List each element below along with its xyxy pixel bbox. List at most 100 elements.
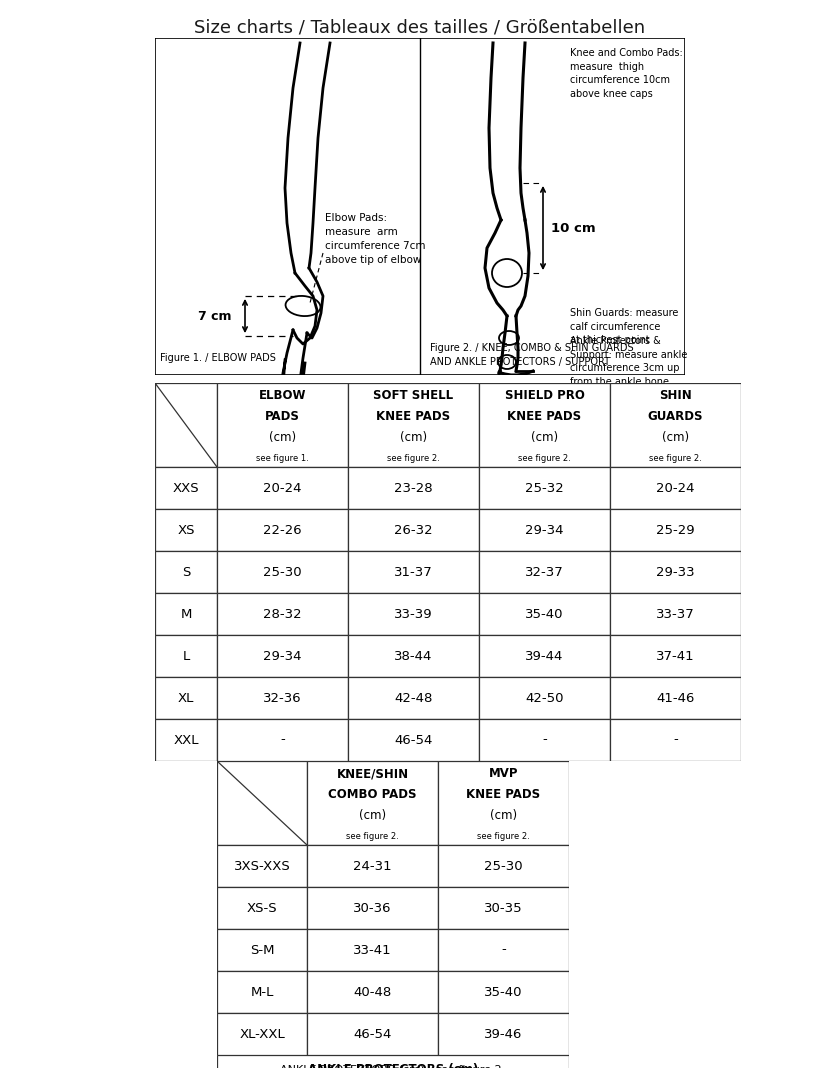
Text: KNEE PADS: KNEE PADS (466, 788, 541, 801)
Text: XL-XXL: XL-XXL (239, 1027, 285, 1040)
Text: Figure 2. / KNEE, COMBO & SHIN GUARDS: Figure 2. / KNEE, COMBO & SHIN GUARDS (430, 343, 633, 354)
Text: GUARDS: GUARDS (648, 410, 703, 423)
Bar (479, 593, 610, 635)
Bar (610, 551, 741, 593)
Text: (cm): (cm) (269, 431, 296, 444)
Text: 42-50: 42-50 (525, 691, 564, 705)
Text: KNEE PADS: KNEE PADS (507, 410, 581, 423)
Text: Size charts / Tableaux des tailles / Größentabellen: Size charts / Tableaux des tailles / Grö… (194, 18, 646, 36)
Bar (438, 929, 569, 971)
Bar (610, 509, 741, 551)
Text: 25-30: 25-30 (263, 565, 302, 579)
Text: L: L (182, 649, 190, 662)
Text: 35-40: 35-40 (484, 986, 522, 999)
Text: 25-30: 25-30 (484, 860, 522, 873)
Text: 3XS-XXS: 3XS-XXS (234, 860, 291, 873)
Text: SHIN: SHIN (659, 389, 692, 402)
Text: SOFT SHELL: SOFT SHELL (374, 389, 454, 402)
Bar (155, 551, 217, 593)
Text: XL: XL (178, 691, 194, 705)
Text: Elbow Pads:
measure  arm
circumference 7cm
above tip of elbow: Elbow Pads: measure arm circumference 7c… (325, 213, 426, 265)
Text: 30-35: 30-35 (484, 901, 522, 914)
Text: 24-31: 24-31 (353, 860, 391, 873)
Text: 38-44: 38-44 (394, 649, 433, 662)
Bar (307, 971, 438, 1014)
Bar (217, 845, 307, 888)
Text: (cm): (cm) (662, 431, 689, 444)
Bar (155, 383, 217, 467)
Bar (348, 551, 479, 593)
Text: S: S (181, 565, 190, 579)
Text: 10 cm: 10 cm (551, 221, 596, 235)
Text: XXL: XXL (173, 734, 199, 747)
Text: 39-44: 39-44 (525, 649, 564, 662)
Text: 29-34: 29-34 (525, 523, 564, 536)
Text: 46-54: 46-54 (394, 734, 433, 747)
Text: 31-37: 31-37 (394, 565, 433, 579)
Bar (217, 1014, 307, 1055)
Bar (155, 677, 217, 719)
Text: 33-41: 33-41 (353, 943, 391, 957)
Text: 35-40: 35-40 (525, 608, 564, 621)
Text: XS: XS (177, 523, 195, 536)
Bar (438, 761, 569, 845)
Text: ANKLE PROTECTORS (cm): ANKLE PROTECTORS (cm) (308, 1063, 478, 1068)
Bar (438, 888, 569, 929)
Bar (217, 677, 348, 719)
Bar (217, 467, 348, 509)
Bar (438, 1014, 569, 1055)
Text: Knee and Combo Pads:
measure  thigh
circumference 10cm
above knee caps: Knee and Combo Pads: measure thigh circu… (570, 48, 683, 99)
Text: S-M: S-M (249, 943, 274, 957)
Text: 37-41: 37-41 (656, 649, 695, 662)
Bar (348, 593, 479, 635)
Text: 32-36: 32-36 (263, 691, 302, 705)
Bar (307, 1014, 438, 1055)
Text: 32-37: 32-37 (525, 565, 564, 579)
Text: (cm): (cm) (400, 431, 427, 444)
Text: -: - (673, 734, 678, 747)
Text: 29-34: 29-34 (263, 649, 302, 662)
Bar (217, 929, 307, 971)
Text: Shin Guards: measure
calf circumference
at thickest point: Shin Guards: measure calf circumference … (570, 308, 679, 345)
Bar (217, 551, 348, 593)
Bar (348, 509, 479, 551)
Bar (217, 383, 348, 467)
Bar (610, 677, 741, 719)
Text: SHIELD PRO: SHIELD PRO (505, 389, 585, 402)
Text: 30-36: 30-36 (354, 901, 391, 914)
Text: see figure 2.: see figure 2. (477, 832, 530, 842)
Bar (217, 719, 348, 761)
Bar (610, 383, 741, 467)
Text: see figure 2.: see figure 2. (387, 454, 440, 464)
Bar (217, 888, 307, 929)
Text: 39-46: 39-46 (485, 1027, 522, 1040)
Bar (610, 593, 741, 635)
Text: 29-33: 29-33 (656, 565, 695, 579)
Bar (479, 509, 610, 551)
Text: ANKLE PROTECTORS (cm) - see figure 2.: ANKLE PROTECTORS (cm) - see figure 2. (281, 1065, 506, 1068)
Bar (479, 551, 610, 593)
Text: see figure 2.: see figure 2. (518, 454, 571, 464)
Bar (610, 467, 741, 509)
Text: 22-26: 22-26 (263, 523, 302, 536)
Text: Figure 1. / ELBOW PADS: Figure 1. / ELBOW PADS (160, 354, 276, 363)
Bar (217, 509, 348, 551)
Bar (479, 383, 610, 467)
Bar (307, 929, 438, 971)
Bar (348, 635, 479, 677)
Text: see figure 1.: see figure 1. (256, 454, 309, 464)
Bar (348, 467, 479, 509)
Text: PADS: PADS (265, 410, 300, 423)
Text: 46-54: 46-54 (354, 1027, 391, 1040)
Bar (438, 845, 569, 888)
Text: 42-48: 42-48 (394, 691, 433, 705)
Text: -: - (542, 734, 547, 747)
Bar (307, 761, 438, 845)
Bar (217, 593, 348, 635)
Text: 26-32: 26-32 (394, 523, 433, 536)
Text: (cm): (cm) (490, 810, 517, 822)
Text: 40-48: 40-48 (354, 986, 391, 999)
Bar (348, 677, 479, 719)
Text: 7 cm: 7 cm (198, 310, 232, 323)
Bar (479, 635, 610, 677)
